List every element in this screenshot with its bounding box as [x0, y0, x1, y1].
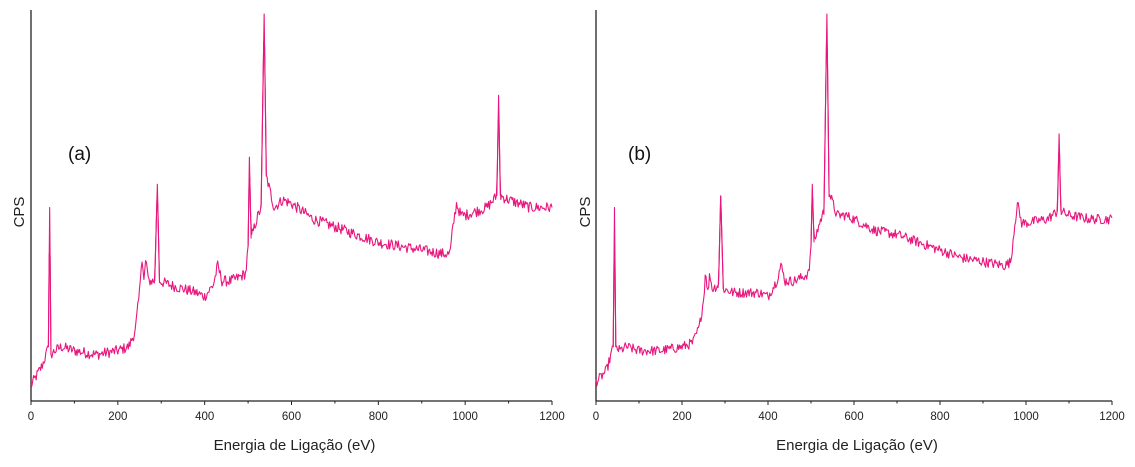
x-tick-label: 800	[930, 411, 949, 423]
panel-b: 0 200 400 600 800 1000 1200 Energia de Ligação …	[577, 10, 1125, 454]
x-tick-label: 400	[195, 411, 214, 423]
x-tick-label: 0	[28, 411, 34, 423]
x-tick-label: 800	[369, 411, 388, 423]
spectrum-peak	[154, 183, 161, 282]
panel-a: 0 200 400 600 800 1000 1200 Energia de Ligação …	[11, 10, 565, 454]
x-axis-label: Energia de Ligação (eV)	[214, 437, 376, 454]
x-tick-label: 1000	[452, 411, 478, 423]
spectrum-line	[30, 41, 553, 387]
y-axis-label: CPS	[11, 197, 28, 228]
spectrum-peak	[496, 94, 501, 196]
spectrum-peak	[1056, 133, 1062, 212]
spectrum-peak	[718, 195, 724, 289]
spectrum-peak	[612, 206, 617, 347]
x-axis-label: Energia de Ligação (eV)	[776, 437, 938, 454]
spectrum-peak	[810, 183, 815, 247]
x-tick-label: 600	[844, 411, 863, 423]
spectrum-line	[595, 41, 1113, 387]
x-tick-label: 400	[758, 411, 777, 423]
x-tick-label: 200	[672, 411, 691, 423]
panel-label: (b)	[628, 144, 651, 165]
x-tick-label: 1200	[539, 411, 565, 423]
y-axis-label: CPS	[577, 197, 594, 228]
x-tick-label: 1200	[1099, 411, 1125, 423]
spectrum-peak	[260, 13, 267, 208]
x-tick-label: 1000	[1013, 411, 1039, 423]
spectrum-peak	[47, 206, 52, 355]
spectrum-peak	[247, 156, 252, 247]
x-tick-label: 600	[282, 411, 301, 423]
x-tick-label: 0	[593, 411, 599, 423]
spectrum-peak	[823, 13, 830, 212]
panel-label: (a)	[68, 144, 91, 165]
x-tick-label: 200	[108, 411, 127, 423]
